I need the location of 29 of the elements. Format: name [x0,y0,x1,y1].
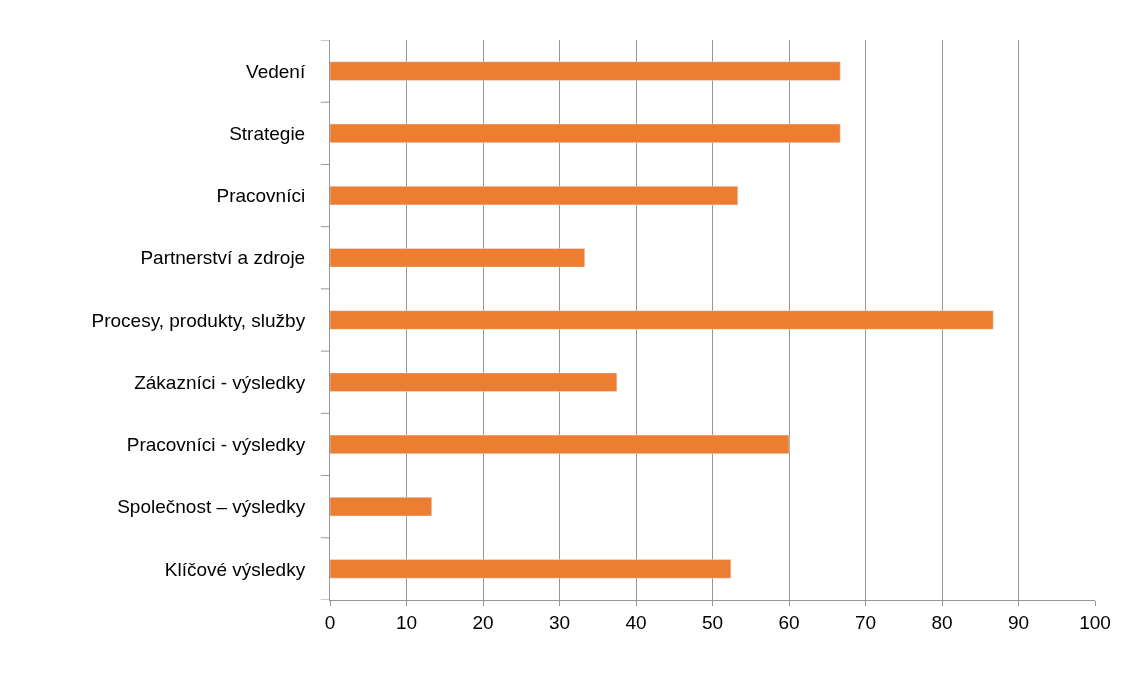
x-tick-label: 70 [854,611,877,633]
bar [330,248,585,268]
bar [330,310,994,330]
bar [330,61,841,81]
bar [330,185,738,206]
y-tick-label: Zákazníci - výsledky [134,371,306,393]
x-tick-label: 10 [395,611,418,633]
y-tick-label: Strategie [229,122,306,144]
y-tick-label: Pracovníci [216,185,306,207]
y-tick-label: Procesy, produkty, služby [91,309,306,331]
y-tick-label: Partnerství a zdroje [140,247,306,269]
y-tick-label: Vedení [246,60,306,82]
bar [330,559,732,579]
bar [330,497,432,517]
x-tick-label: 0 [324,611,336,633]
x-tick-label: 100 [1079,611,1111,633]
y-tick-label: Pracovníci - výsledky [126,434,306,456]
x-tick-label: 30 [548,611,571,633]
x-tick-label: 90 [1007,611,1030,633]
x-tick-label: 40 [625,611,647,633]
y-tick-label: Společnost – výsledky [117,496,306,518]
x-tick-label: 60 [778,611,800,633]
bar [330,372,618,392]
x-tick-label: 50 [701,611,724,633]
x-tick-label: 80 [931,611,953,633]
x-tick-label: 20 [472,611,494,633]
y-tick-label: Klíčové výsledky [164,558,306,580]
bar [330,434,790,455]
bar [330,123,841,143]
